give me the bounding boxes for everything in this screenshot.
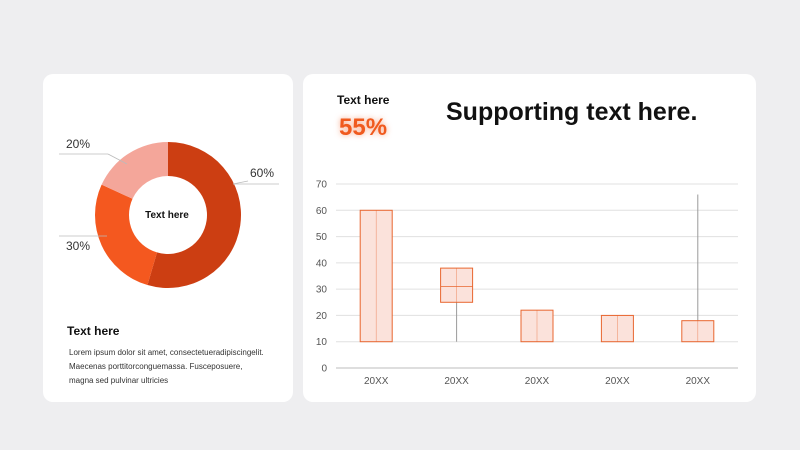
- y-tick-label: 70: [316, 180, 328, 191]
- box-chart: 0 10 20 30 40 50 60 70 20XX 20XX 20XX 20XX 20XX: [316, 180, 738, 387]
- leader-line-20-b: [107, 153, 128, 165]
- y-tick-label: 60: [316, 206, 328, 217]
- chart-card: Text here 55% Supporting text here. 0 10 2…: [303, 74, 756, 402]
- slice-label-30: 30%: [66, 239, 90, 253]
- y-tick-label: 50: [316, 232, 328, 243]
- donut-chart: 20% 60% 30% Text here: [59, 137, 279, 288]
- x-category-label: 20XX: [525, 376, 550, 387]
- kpi-value: 55%: [339, 114, 388, 141]
- x-category-label: 20XX: [364, 376, 389, 387]
- left-card-body: Lorem ipsum dolor sit amet, consectetuer…: [69, 348, 264, 385]
- y-tick-label: 30: [316, 285, 328, 296]
- donut-card: 20% 60% 30% Text here Text here Lorem ip…: [43, 74, 293, 402]
- donut-slice-60: [147, 142, 242, 288]
- headline: Supporting text here.: [446, 98, 698, 126]
- x-category-label: 20XX: [444, 376, 469, 387]
- donut-slice-30: [94, 184, 158, 286]
- y-tick-label: 40: [316, 258, 328, 269]
- slice-label-60: 60%: [250, 166, 274, 180]
- y-tick-label: 10: [316, 337, 328, 348]
- y-tick-label: 0: [321, 364, 327, 375]
- left-card-title: Text here: [67, 324, 120, 338]
- donut-slice-20: [101, 142, 168, 199]
- kpi-label: Text here: [337, 93, 390, 107]
- slice-label-20: 20%: [66, 137, 90, 151]
- leader-line-60: [232, 180, 249, 185]
- x-category-label: 20XX: [605, 376, 630, 387]
- x-category-label: 20XX: [686, 376, 711, 387]
- y-tick-label: 20: [316, 311, 328, 322]
- donut-center-label: Text here: [145, 210, 189, 221]
